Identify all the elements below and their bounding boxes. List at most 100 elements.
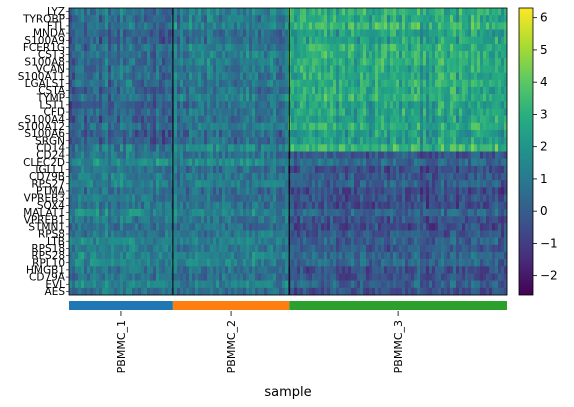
heatmap-cell bbox=[192, 251, 196, 260]
heatmap-cell bbox=[183, 115, 187, 124]
heatmap-cell bbox=[123, 187, 127, 195]
heatmap-cell bbox=[204, 65, 208, 73]
heatmap-cell bbox=[72, 201, 76, 210]
heatmap-cell bbox=[87, 29, 91, 37]
heatmap-cell bbox=[177, 287, 181, 296]
heatmap-cell bbox=[90, 208, 94, 217]
heatmap-cell bbox=[297, 36, 301, 45]
heatmap-cell bbox=[201, 101, 205, 109]
heatmap-cell bbox=[342, 259, 346, 267]
heatmap-cell bbox=[351, 173, 355, 181]
heatmap-cell bbox=[423, 79, 427, 88]
heatmap-cell bbox=[333, 244, 337, 253]
heatmap-cell bbox=[435, 151, 439, 159]
heatmap-cell bbox=[318, 194, 322, 203]
heatmap-cell bbox=[183, 266, 187, 274]
heatmap-cell bbox=[366, 187, 370, 195]
heatmap-cell bbox=[366, 251, 370, 260]
heatmap-cell bbox=[135, 15, 139, 23]
heatmap-cell bbox=[417, 273, 421, 281]
heatmap-cell bbox=[156, 180, 160, 188]
heatmap-cell bbox=[219, 65, 223, 73]
heatmap-cell bbox=[189, 259, 193, 267]
heatmap-cell bbox=[351, 180, 355, 188]
heatmap-cell bbox=[360, 137, 364, 145]
heatmap-cell bbox=[78, 158, 82, 167]
heatmap-cell bbox=[105, 244, 109, 253]
heatmap-cell bbox=[120, 230, 124, 238]
heatmap-cell bbox=[192, 266, 196, 274]
heatmap-cell bbox=[240, 15, 244, 23]
heatmap-cell bbox=[120, 280, 124, 289]
heatmap-cell bbox=[117, 72, 121, 81]
heatmap-cell bbox=[129, 115, 133, 124]
heatmap-cell bbox=[324, 266, 328, 274]
heatmap-cell bbox=[408, 158, 412, 167]
heatmap-cell bbox=[372, 29, 376, 37]
heatmap-cell bbox=[291, 8, 295, 16]
heatmap-cell bbox=[105, 51, 109, 59]
heatmap-cell bbox=[333, 8, 337, 16]
heatmap-cell bbox=[240, 94, 244, 102]
heatmap-cell bbox=[87, 144, 91, 152]
heatmap-cell bbox=[192, 230, 196, 238]
heatmap-cell bbox=[414, 65, 418, 73]
heatmap-cell bbox=[426, 122, 430, 131]
heatmap-cell bbox=[252, 251, 256, 260]
heatmap-cell bbox=[123, 15, 127, 23]
heatmap-cell bbox=[408, 273, 412, 281]
heatmap-cell bbox=[87, 180, 91, 188]
heatmap-cell bbox=[225, 223, 229, 231]
heatmap-cell bbox=[225, 8, 229, 16]
heatmap-cell bbox=[345, 230, 349, 238]
heatmap-cell bbox=[411, 259, 415, 267]
heatmap-cell bbox=[195, 51, 199, 59]
heatmap-cell bbox=[411, 94, 415, 102]
heatmap-cell bbox=[120, 43, 124, 52]
heatmap-cell bbox=[180, 216, 184, 224]
heatmap-cell bbox=[423, 165, 427, 174]
heatmap-cell bbox=[186, 58, 190, 66]
heatmap-cell bbox=[252, 158, 256, 167]
heatmap-cell bbox=[423, 144, 427, 152]
heatmap-cell bbox=[120, 251, 124, 260]
heatmap-cell bbox=[393, 280, 397, 289]
heatmap-cell bbox=[87, 201, 91, 210]
heatmap-cell bbox=[69, 194, 73, 203]
heatmap-cell bbox=[387, 122, 391, 131]
heatmap-cell bbox=[198, 223, 202, 231]
heatmap-cell bbox=[435, 65, 439, 73]
heatmap-cell bbox=[342, 251, 346, 260]
heatmap-cell bbox=[351, 58, 355, 66]
heatmap-cell bbox=[102, 151, 106, 159]
heatmap-cell bbox=[72, 244, 76, 253]
heatmap-cell bbox=[315, 36, 319, 45]
heatmap-cell bbox=[147, 36, 151, 45]
heatmap-cell bbox=[204, 165, 208, 174]
heatmap-cell bbox=[357, 115, 361, 124]
heatmap-cell bbox=[267, 216, 271, 224]
heatmap-cell bbox=[138, 273, 142, 281]
heatmap-cell bbox=[147, 158, 151, 167]
heatmap-cell bbox=[72, 144, 76, 152]
heatmap-cell bbox=[96, 122, 100, 131]
heatmap-cell bbox=[96, 36, 100, 45]
heatmap-cell bbox=[84, 72, 88, 81]
heatmap-cell bbox=[153, 244, 157, 253]
heatmap-cell bbox=[174, 280, 178, 289]
heatmap-cell bbox=[390, 194, 394, 203]
heatmap-cell bbox=[192, 165, 196, 174]
heatmap-cell bbox=[87, 8, 91, 16]
heatmap-cell bbox=[273, 273, 277, 281]
heatmap-cell bbox=[303, 137, 307, 145]
heatmap-cell bbox=[411, 65, 415, 73]
heatmap-cell bbox=[261, 72, 265, 81]
heatmap-cell bbox=[297, 108, 301, 116]
heatmap-cell bbox=[255, 15, 259, 23]
heatmap-cell bbox=[267, 158, 271, 167]
heatmap-cell bbox=[351, 194, 355, 203]
heatmap-cell bbox=[249, 72, 253, 81]
heatmap-cell bbox=[408, 173, 412, 181]
heatmap-cell bbox=[255, 180, 259, 188]
heatmap-cell bbox=[300, 280, 304, 289]
